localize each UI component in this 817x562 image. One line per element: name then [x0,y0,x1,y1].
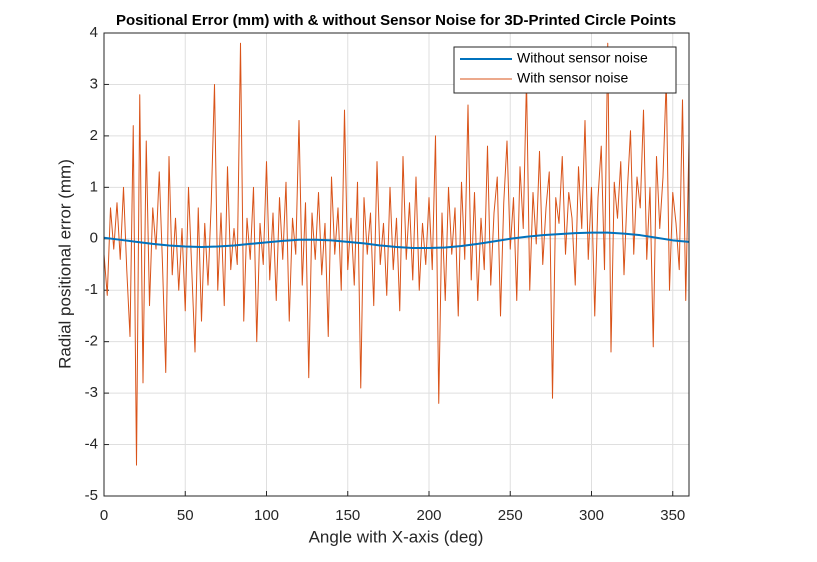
data-line [103,42,690,466]
legend-label: Without sensor noise [517,50,648,66]
y-tick-label: 1 [90,178,98,195]
x-tick-label: 300 [579,507,604,524]
y-tick-label: -1 [85,281,98,298]
x-tick-label: 250 [498,507,523,524]
axes-box [103,32,690,497]
y-tick-label: 3 [90,75,98,92]
legend-label: With sensor noise [517,70,628,86]
y-tick-label: -2 [85,333,98,350]
y-tick-label: 2 [90,127,98,144]
y-tick-label: -4 [85,436,98,453]
x-tick-label: 50 [177,507,194,524]
y-tick-label: 4 [90,24,98,41]
data-line [103,231,690,250]
y-tick-label: -3 [85,384,98,401]
x-tick-label: 0 [100,507,108,524]
x-axis-label: Angle with X-axis (deg) [309,527,484,546]
x-tick-label: 200 [416,507,441,524]
y-tick-label: 0 [90,230,98,247]
x-tick-label: 150 [335,507,360,524]
y-tick-label: -5 [85,487,98,504]
chart-title: Positional Error (mm) with & without Sen… [116,12,676,29]
y-axis-label: Radial positional error (mm) [55,159,74,369]
x-tick-label: 100 [254,507,279,524]
x-tick-label: 350 [660,507,685,524]
legend-box [453,46,677,94]
